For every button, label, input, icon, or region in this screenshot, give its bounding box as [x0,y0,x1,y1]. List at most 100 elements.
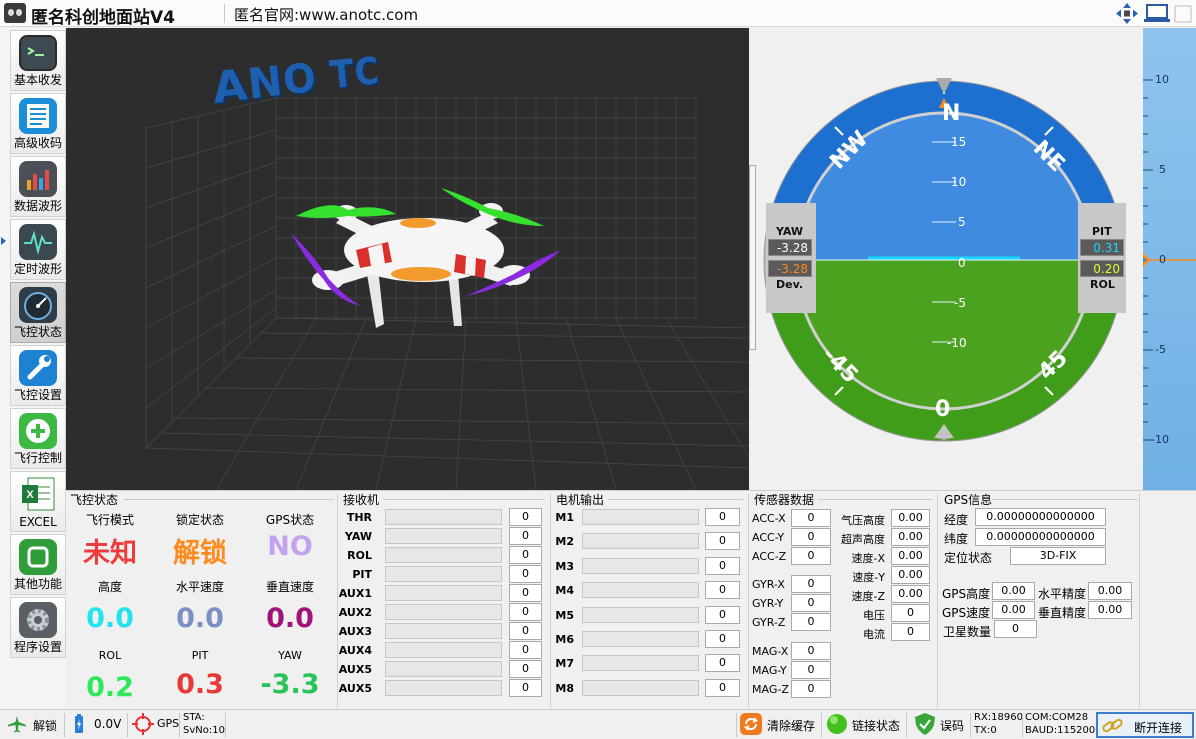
3d-view[interactable]: ANO TC [66,28,749,490]
plus-icon [19,413,57,449]
receiver-channel-value[interactable]: 0 [509,622,542,640]
receiver-channel-value[interactable]: 0 [509,584,542,602]
sensor-value[interactable]: 0 [791,528,831,546]
sidebar-item-excel[interactable]: X EXCEL [10,471,66,532]
sidebar-item-program-settings[interactable]: 程序设置 [10,597,66,658]
motor-channel-value[interactable]: 0 [705,630,740,648]
motor-channel-label: M6 [555,633,574,646]
sensor-value[interactable]: 0.00 [891,566,930,584]
site-link[interactable]: 匿名官网:www.anotc.com [234,6,419,24]
sidebar-item-flight-status[interactable]: 飞控状态 [10,282,66,343]
receiver-channel-value[interactable]: 0 [509,660,542,678]
move-icon[interactable] [1116,3,1138,24]
clear-cache-icon[interactable] [740,713,762,735]
sensor-value[interactable]: 0 [791,547,831,565]
horizontal-speed-label: 水平速度 [175,580,224,594]
attitude-indicator: N NE NW -45 0 45 15 10 5 0 -5 -10 YAW -3… [756,28,1142,490]
sensor-value[interactable]: 0 [791,594,831,612]
latitude-label: 纬度 [944,532,969,546]
receiver-channel-label: THR [346,511,372,524]
receiver-channel-value[interactable]: 0 [509,508,542,526]
group-separator [1139,494,1140,708]
close-window-icon[interactable] [1173,4,1193,24]
fix-status-field[interactable]: 3D-FIX [1010,547,1106,565]
compass-north: N [942,101,961,126]
sidebar-item-label: 飞控状态 [13,325,62,339]
receiver-channel-value[interactable]: 0 [509,679,542,697]
motor-channel-label: M1 [555,511,574,524]
sta-label: STA: [183,712,205,723]
sensor-value[interactable]: 0 [891,623,930,641]
sensor-value[interactable]: 0 [791,575,831,593]
gps-speed-field[interactable]: 0.00 [992,601,1035,619]
motor-channel-value[interactable]: 0 [705,508,740,526]
status-separator [970,713,971,737]
wrench-icon [19,350,57,386]
motor-channel-label: M5 [555,608,574,622]
receiver-channel-value[interactable]: 0 [509,603,542,621]
sensor-value[interactable]: 0.00 [891,528,930,546]
motor-output-title: 电机输出 [556,493,605,507]
motor-channel-value[interactable]: 0 [705,581,740,600]
sensor-value[interactable]: 0 [791,509,831,527]
status-separator [821,713,822,737]
gps-state-label: GPS状态 [265,513,315,527]
latitude-field[interactable]: 0.00000000000000 [975,528,1106,546]
receiver-channel-value[interactable]: 0 [509,546,542,564]
motor-channel-label: M8 [555,681,574,695]
sidebar-item-basic-send[interactable]: 基本收发 [10,30,66,91]
sensor-value[interactable]: 0.00 [891,509,930,527]
motor-channel-value[interactable]: 0 [705,678,740,697]
disconnect-button[interactable]: 断开连接 [1096,712,1194,738]
satellite-count-field[interactable]: 0 [994,620,1037,638]
pitch-label: 5 [958,215,966,229]
sensor-value[interactable]: 0 [791,680,831,698]
sidebar-item-advanced-receive[interactable]: 高级收码 [10,93,66,154]
sensor-value[interactable]: 0 [891,604,930,622]
motor-channel-value[interactable]: 0 [705,532,740,551]
rx-count: RX:18960 [974,712,1023,723]
vertical-accuracy-field[interactable]: 0.00 [1088,601,1132,619]
horizontal-accuracy-field[interactable]: 0.00 [1088,582,1132,600]
receiver-channel-value[interactable]: 0 [509,641,542,659]
sensor-value[interactable]: 0.00 [891,547,930,565]
sidebar-item-label: 基本收发 [13,73,62,87]
sidebar-item-other-functions[interactable]: 其他功能 [10,534,66,595]
airplane-icon [8,716,26,733]
clear-cache-button[interactable]: 清除缓存 [767,719,816,733]
pitch-label: -10 [947,336,967,350]
sensor-value[interactable]: 0 [791,642,831,660]
motor-channel-value[interactable]: 0 [705,556,740,575]
sidebar-item-flight-settings[interactable]: 飞控设置 [10,345,66,406]
panel-splitter[interactable] [749,165,756,350]
monitor-icon[interactable] [1144,4,1170,24]
sidebar-item-flight-control[interactable]: 飞行控制 [10,408,66,469]
motor-channel-label: M4 [555,584,574,598]
gps-altitude-field[interactable]: 0.00 [992,582,1035,600]
sidebar: 基本收发 高级收码 数据波形 定时波形 [0,28,66,708]
sensor-label: 速度-Z [851,590,885,603]
sidebar-item-data-waveform[interactable]: 数据波形 [10,156,66,217]
altitude-tick-label: 10 [1155,73,1169,86]
longitude-field[interactable]: 0.00000000000000 [975,508,1106,526]
baud-rate: BAUD:115200 [1025,725,1096,736]
flight-status-title: 飞控状态 [70,493,119,507]
sensor-value[interactable]: 0 [791,661,831,679]
motor-channel-value[interactable]: 0 [705,654,740,673]
motor-channel-value[interactable]: 0 [705,605,740,624]
sensor-label: ACC-Y [752,531,785,544]
receiver-channel-value[interactable]: 0 [509,527,542,545]
sensor-label: ACC-Z [752,550,787,563]
sidebar-collapse-handle[interactable] [1,234,6,248]
sensor-value[interactable]: 0 [791,613,831,631]
pit-label: PIT [191,649,209,662]
sidebar-item-timed-waveform[interactable]: 定时波形 [10,219,66,280]
receiver-channel-value[interactable]: 0 [509,565,542,583]
disconnect-label: 断开连接 [1134,721,1183,735]
title-divider [224,4,225,23]
app-logo-icon [4,3,26,23]
sensor-value[interactable]: 0.00 [891,585,930,603]
flight-mode-value: 未知 [83,538,137,569]
gps-target-icon [132,713,154,735]
pitch-label: 10 [951,175,967,189]
